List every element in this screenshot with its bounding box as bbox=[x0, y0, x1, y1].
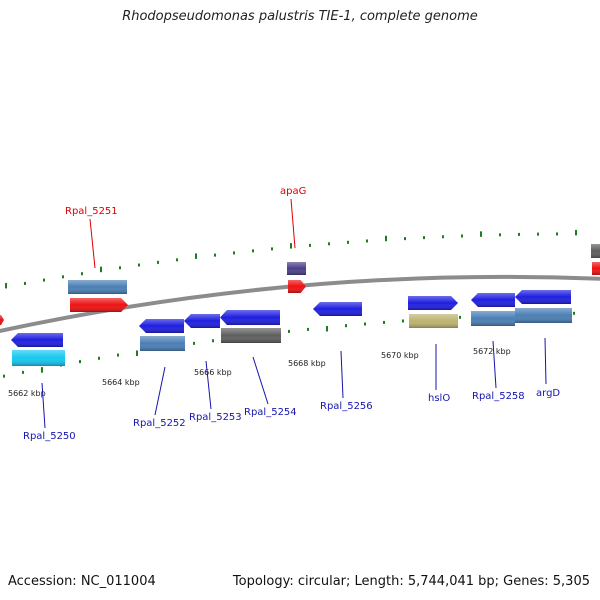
ruler-label: 5670 kbp bbox=[381, 351, 419, 360]
gene-arrow[interactable] bbox=[0, 315, 4, 325]
label-connector bbox=[290, 198, 296, 249]
gene-arrow[interactable] bbox=[139, 319, 184, 333]
label-connector bbox=[205, 360, 212, 410]
gene-arrow[interactable] bbox=[515, 290, 571, 304]
gene-arrow[interactable] bbox=[220, 310, 280, 325]
gene-arrow[interactable] bbox=[471, 311, 515, 326]
gene-arrow[interactable] bbox=[515, 308, 572, 323]
ruler-label: 5672 kbp bbox=[473, 347, 511, 356]
label-connector bbox=[154, 366, 166, 416]
gene-arrow[interactable] bbox=[184, 314, 220, 328]
gene-arrow[interactable] bbox=[70, 298, 128, 312]
label-connector bbox=[89, 218, 96, 269]
gene-arrow[interactable] bbox=[68, 280, 127, 294]
ruler-label: 5666 kbp bbox=[194, 368, 232, 377]
gene-arrow[interactable] bbox=[288, 280, 306, 293]
gene-label-rpal-5253[interactable]: Rpal_5253 bbox=[189, 412, 242, 423]
label-connector bbox=[544, 337, 547, 385]
ruler-labels: 5662 kbp 5664 kbp 5666 kbp 5668 kbp 5670 kbp… bbox=[8, 347, 511, 398]
gene-label-rpal-5251[interactable]: Rpal_5251 bbox=[65, 206, 118, 217]
gene-label-hslo[interactable]: hslO bbox=[428, 393, 450, 404]
gene-arrow[interactable] bbox=[591, 244, 600, 258]
gene-label-rpal-5250[interactable]: Rpal_5250 bbox=[23, 431, 76, 442]
gene-arrow[interactable] bbox=[287, 262, 306, 275]
gene-arrow[interactable] bbox=[409, 314, 458, 328]
gene-arrow[interactable] bbox=[12, 350, 65, 366]
summary-text: Topology: circular; Length: 5,744,041 bp… bbox=[232, 574, 590, 589]
gene-arrow[interactable] bbox=[592, 262, 600, 275]
gene-arrow[interactable] bbox=[408, 296, 458, 310]
label-connector bbox=[41, 382, 46, 429]
gene-label-apag[interactable]: apaG bbox=[280, 186, 306, 197]
gene-arrow[interactable] bbox=[11, 333, 63, 347]
gene-label-argd[interactable]: argD bbox=[536, 388, 560, 399]
ruler-label: 5668 kbp bbox=[288, 359, 326, 368]
gene-label-rpal-5258[interactable]: Rpal_5258 bbox=[472, 391, 525, 402]
gene-arrow[interactable] bbox=[471, 293, 515, 307]
label-connectors bbox=[41, 198, 547, 429]
gene-arrow[interactable] bbox=[313, 302, 362, 316]
label-connector bbox=[340, 350, 344, 399]
gene-arrow[interactable] bbox=[140, 336, 185, 351]
gene-labels: Rpal_5251 apaG Rpal_5250 Rpal_5252Rpal_5253… bbox=[23, 186, 560, 442]
gene-arrow[interactable] bbox=[221, 328, 281, 343]
label-connector bbox=[492, 340, 497, 389]
ruler-label: 5664 kbp bbox=[102, 378, 140, 387]
gene-label-rpal-5256[interactable]: Rpal_5256 bbox=[320, 401, 373, 412]
accession-text: Accession: NC_011004 bbox=[8, 574, 156, 589]
gene-label-rpal-5252[interactable]: Rpal_5252 bbox=[133, 418, 186, 429]
ruler-label: 5662 kbp bbox=[8, 389, 46, 398]
label-connector bbox=[252, 356, 269, 405]
gene-label-rpal-5254[interactable]: Rpal_5254 bbox=[244, 407, 297, 418]
map-title: Rhodopseudomonas palustris TIE-1, comple… bbox=[122, 9, 478, 24]
